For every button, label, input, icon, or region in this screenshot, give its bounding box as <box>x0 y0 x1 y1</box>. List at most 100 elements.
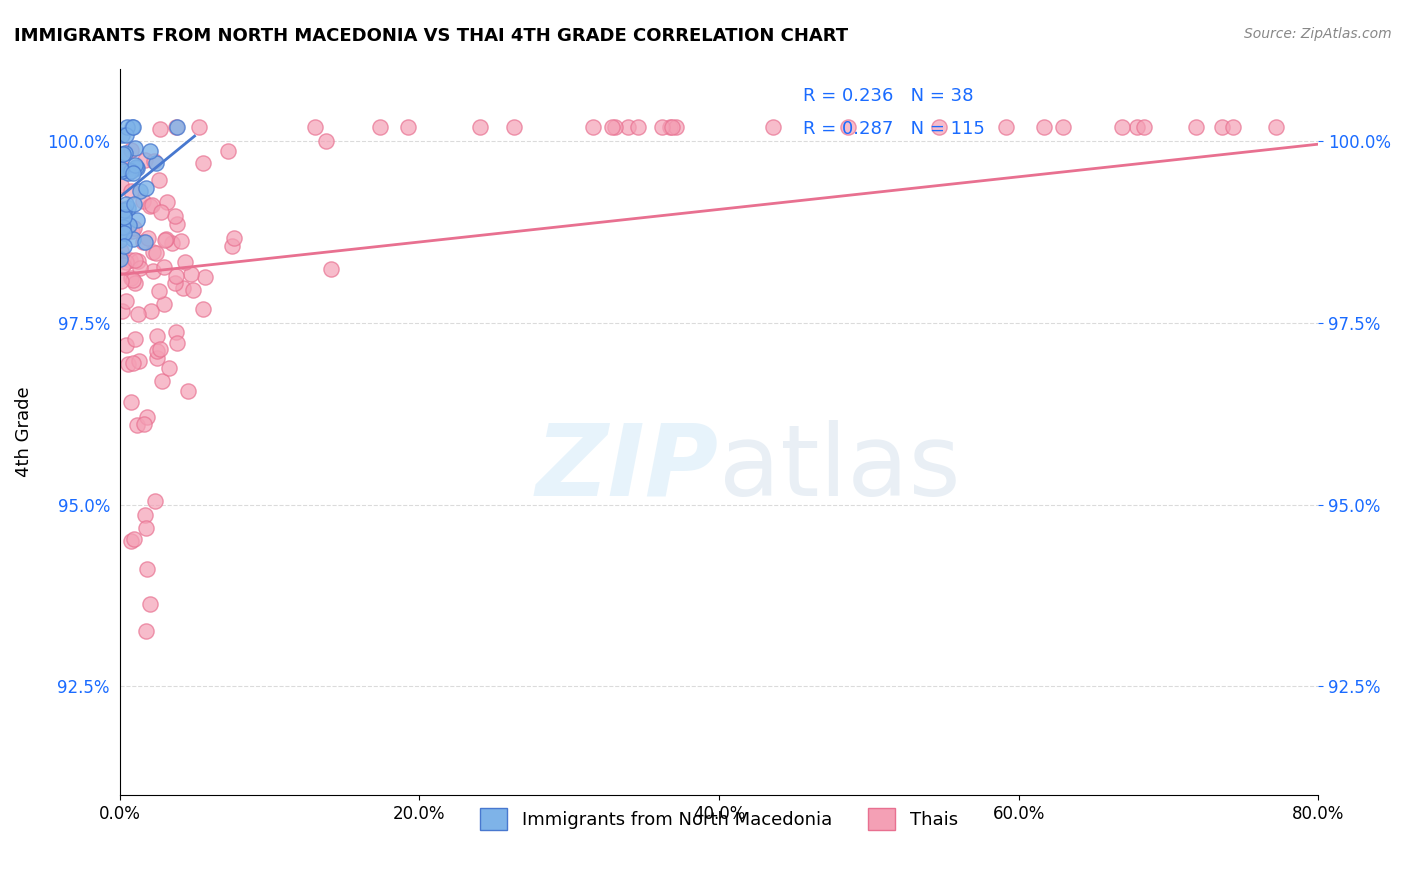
Thais <box>115 293 138 308</box>
Thais <box>928 120 950 134</box>
Thais <box>128 354 150 368</box>
Immigrants from North Macedonia <box>115 120 138 134</box>
Immigrants from North Macedonia <box>125 212 148 227</box>
Thais <box>146 328 169 343</box>
Thais <box>174 255 197 269</box>
Thais <box>142 263 165 277</box>
Thais <box>155 232 177 246</box>
Thais <box>166 336 188 351</box>
Thais <box>127 254 149 268</box>
Thais <box>143 494 166 508</box>
Thais <box>468 120 491 134</box>
Thais <box>110 244 132 259</box>
Immigrants from North Macedonia <box>127 161 149 176</box>
Thais <box>110 178 132 193</box>
Thais <box>139 597 162 611</box>
Thais <box>153 233 176 247</box>
Text: R = 0.287   N = 115: R = 0.287 N = 115 <box>803 120 984 138</box>
Thais <box>139 304 162 318</box>
Thais <box>124 277 146 291</box>
Immigrants from North Macedonia <box>124 158 146 172</box>
Thais <box>1265 120 1288 134</box>
Thais <box>132 194 155 208</box>
Immigrants from North Macedonia <box>114 210 136 224</box>
Thais <box>1132 120 1154 134</box>
Text: ZIP: ZIP <box>536 420 718 516</box>
Thais <box>129 260 152 275</box>
Immigrants from North Macedonia <box>118 218 141 232</box>
Thais <box>124 252 146 267</box>
Thais <box>117 357 139 371</box>
Immigrants from North Macedonia <box>114 145 136 160</box>
Immigrants from North Macedonia <box>135 180 157 194</box>
Immigrants from North Macedonia <box>122 166 145 180</box>
Immigrants from North Macedonia <box>111 128 134 143</box>
Immigrants from North Macedonia <box>117 201 139 215</box>
Immigrants from North Macedonia <box>110 225 132 239</box>
Thais <box>169 234 191 248</box>
Thais <box>120 533 142 548</box>
Thais <box>135 624 157 639</box>
Thais <box>149 122 172 136</box>
Thais <box>600 120 623 134</box>
Immigrants from North Macedonia <box>121 120 143 134</box>
Thais <box>221 239 243 253</box>
Thais <box>115 338 138 352</box>
Thais <box>191 156 214 170</box>
Thais <box>995 120 1018 134</box>
Thais <box>148 173 170 187</box>
Thais <box>837 120 859 134</box>
Text: atlas: atlas <box>718 420 960 516</box>
Immigrants from North Macedonia <box>111 146 134 161</box>
Thais <box>616 120 638 134</box>
Thais <box>145 343 167 358</box>
Immigrants from North Macedonia <box>124 141 146 155</box>
Thais <box>177 384 200 398</box>
Thais <box>1052 120 1074 134</box>
Thais <box>1032 120 1054 134</box>
Thais <box>145 246 167 260</box>
Immigrants from North Macedonia <box>112 239 135 253</box>
Thais <box>603 120 626 134</box>
Thais <box>1184 120 1206 134</box>
Thais <box>187 120 209 134</box>
Thais <box>127 417 149 432</box>
Immigrants from North Macedonia <box>120 164 142 178</box>
Thais <box>304 120 326 134</box>
Thais <box>150 374 173 388</box>
Immigrants from North Macedonia <box>112 203 135 218</box>
Thais <box>194 269 217 284</box>
Thais <box>148 284 170 298</box>
Immigrants from North Macedonia <box>122 197 145 211</box>
Thais <box>122 220 145 235</box>
Thais <box>142 154 165 169</box>
Immigrants from North Macedonia <box>114 128 136 143</box>
Thais <box>181 283 204 297</box>
Thais <box>112 223 135 237</box>
Thais <box>120 184 142 198</box>
Thais <box>149 204 172 219</box>
Immigrants from North Macedonia <box>117 166 139 180</box>
Thais <box>658 120 681 134</box>
Thais <box>135 561 157 575</box>
Thais <box>120 395 142 409</box>
Thais <box>191 302 214 317</box>
Thais <box>134 153 156 167</box>
Thais <box>217 144 239 158</box>
Thais <box>157 360 180 375</box>
Thais <box>111 259 134 273</box>
Immigrants from North Macedonia <box>111 219 134 234</box>
Thais <box>139 199 162 213</box>
Immigrants from North Macedonia <box>122 232 145 246</box>
Immigrants from North Macedonia <box>128 184 150 198</box>
Thais <box>146 351 169 365</box>
Thais <box>627 120 650 134</box>
Thais <box>110 202 132 216</box>
Text: Source: ZipAtlas.com: Source: ZipAtlas.com <box>1244 27 1392 41</box>
Thais <box>1126 120 1149 134</box>
Thais <box>110 274 132 288</box>
Immigrants from North Macedonia <box>110 161 132 176</box>
Thais <box>131 235 153 249</box>
Thais <box>762 120 785 134</box>
Thais <box>141 198 163 212</box>
